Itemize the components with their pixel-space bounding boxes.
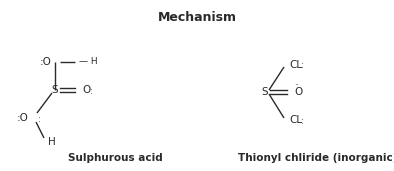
Text: Sulphurous acid: Sulphurous acid xyxy=(68,153,162,163)
Text: :: : xyxy=(38,115,41,123)
Text: — H: — H xyxy=(79,57,98,67)
Text: H: H xyxy=(48,137,56,147)
Text: CL: CL xyxy=(289,60,302,70)
Text: :O: :O xyxy=(40,57,52,67)
Text: CL: CL xyxy=(289,115,302,125)
Text: S: S xyxy=(262,87,268,97)
Text: ··: ·· xyxy=(295,82,299,90)
Text: O: O xyxy=(82,85,90,95)
Text: Thionyl chliride (inorganic): Thionyl chliride (inorganic) xyxy=(238,153,394,163)
Text: O: O xyxy=(294,87,302,97)
Text: :: : xyxy=(90,87,93,95)
Text: :: : xyxy=(301,62,304,70)
Text: :: : xyxy=(301,116,304,126)
Text: :O: :O xyxy=(17,113,29,123)
Text: S: S xyxy=(52,85,58,95)
Text: Mechanism: Mechanism xyxy=(158,11,236,24)
